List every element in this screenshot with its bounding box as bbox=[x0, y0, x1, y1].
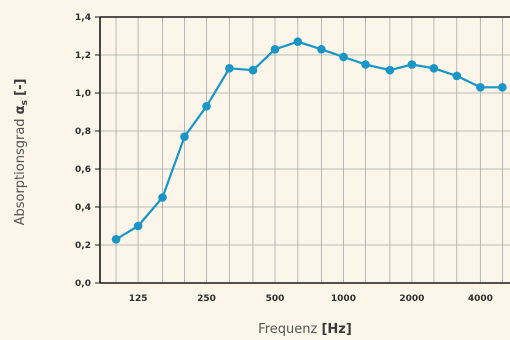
data-point bbox=[317, 45, 326, 54]
grid-lines bbox=[100, 16, 510, 283]
data-point bbox=[293, 37, 303, 46]
data-point bbox=[361, 60, 370, 69]
y-tick-label: 0,0 bbox=[75, 279, 91, 289]
data-point bbox=[225, 64, 234, 73]
y-axis-title-subscript: s bbox=[20, 100, 30, 105]
y-tick-label: 0,8 bbox=[75, 127, 91, 137]
y-tick-label: 1,0 bbox=[75, 89, 91, 99]
y-tick-label: 1,2 bbox=[75, 51, 91, 61]
x-tick-label: 2000 bbox=[399, 294, 424, 304]
y-tick-label: 0,6 bbox=[75, 165, 91, 175]
data-point bbox=[202, 102, 211, 111]
x-tick-label: 1000 bbox=[331, 294, 356, 304]
y-axis-title-symbol: α bbox=[13, 105, 28, 114]
y-tick-label: 1,4 bbox=[75, 13, 91, 23]
x-tick-label: 500 bbox=[266, 294, 285, 304]
x-axis-title: Frequenz [Hz] bbox=[258, 322, 352, 337]
data-point bbox=[133, 221, 143, 231]
x-tick-label: 125 bbox=[129, 294, 148, 304]
y-tick-label: 0,4 bbox=[75, 203, 91, 213]
data-point bbox=[158, 193, 167, 202]
y-axis-title: Absorptionsgrad αs [-] bbox=[13, 79, 31, 226]
data-point bbox=[385, 65, 395, 75]
data-point bbox=[339, 52, 348, 62]
data-point bbox=[270, 45, 280, 54]
x-tick-label: 250 bbox=[197, 294, 216, 304]
x-axis-title-unit: [Hz] bbox=[321, 322, 351, 337]
data-point bbox=[452, 71, 462, 81]
x-axis-title-text: Frequenz bbox=[258, 322, 317, 337]
data-point bbox=[498, 83, 507, 92]
axes bbox=[95, 16, 510, 284]
y-axis-title-text: Absorptionsgrad bbox=[13, 118, 28, 225]
y-tick-label: 0,2 bbox=[75, 241, 91, 251]
series-line bbox=[115, 40, 503, 241]
y-tick-labels: 0,0 0,2 0,4 0,6 0,8 1,0 1,2 1,4 bbox=[75, 13, 91, 289]
y-axis-title-unit: [-] bbox=[13, 79, 28, 96]
x-tick-label: 4000 bbox=[468, 294, 493, 304]
data-point bbox=[429, 64, 439, 73]
data-point bbox=[407, 60, 417, 69]
data-point bbox=[111, 235, 121, 244]
x-tick-labels: 125 250 500 1000 2000 4000 bbox=[129, 294, 493, 304]
series-group bbox=[111, 37, 507, 244]
data-point bbox=[180, 132, 189, 141]
data-point bbox=[476, 83, 485, 92]
data-point bbox=[248, 65, 258, 75]
